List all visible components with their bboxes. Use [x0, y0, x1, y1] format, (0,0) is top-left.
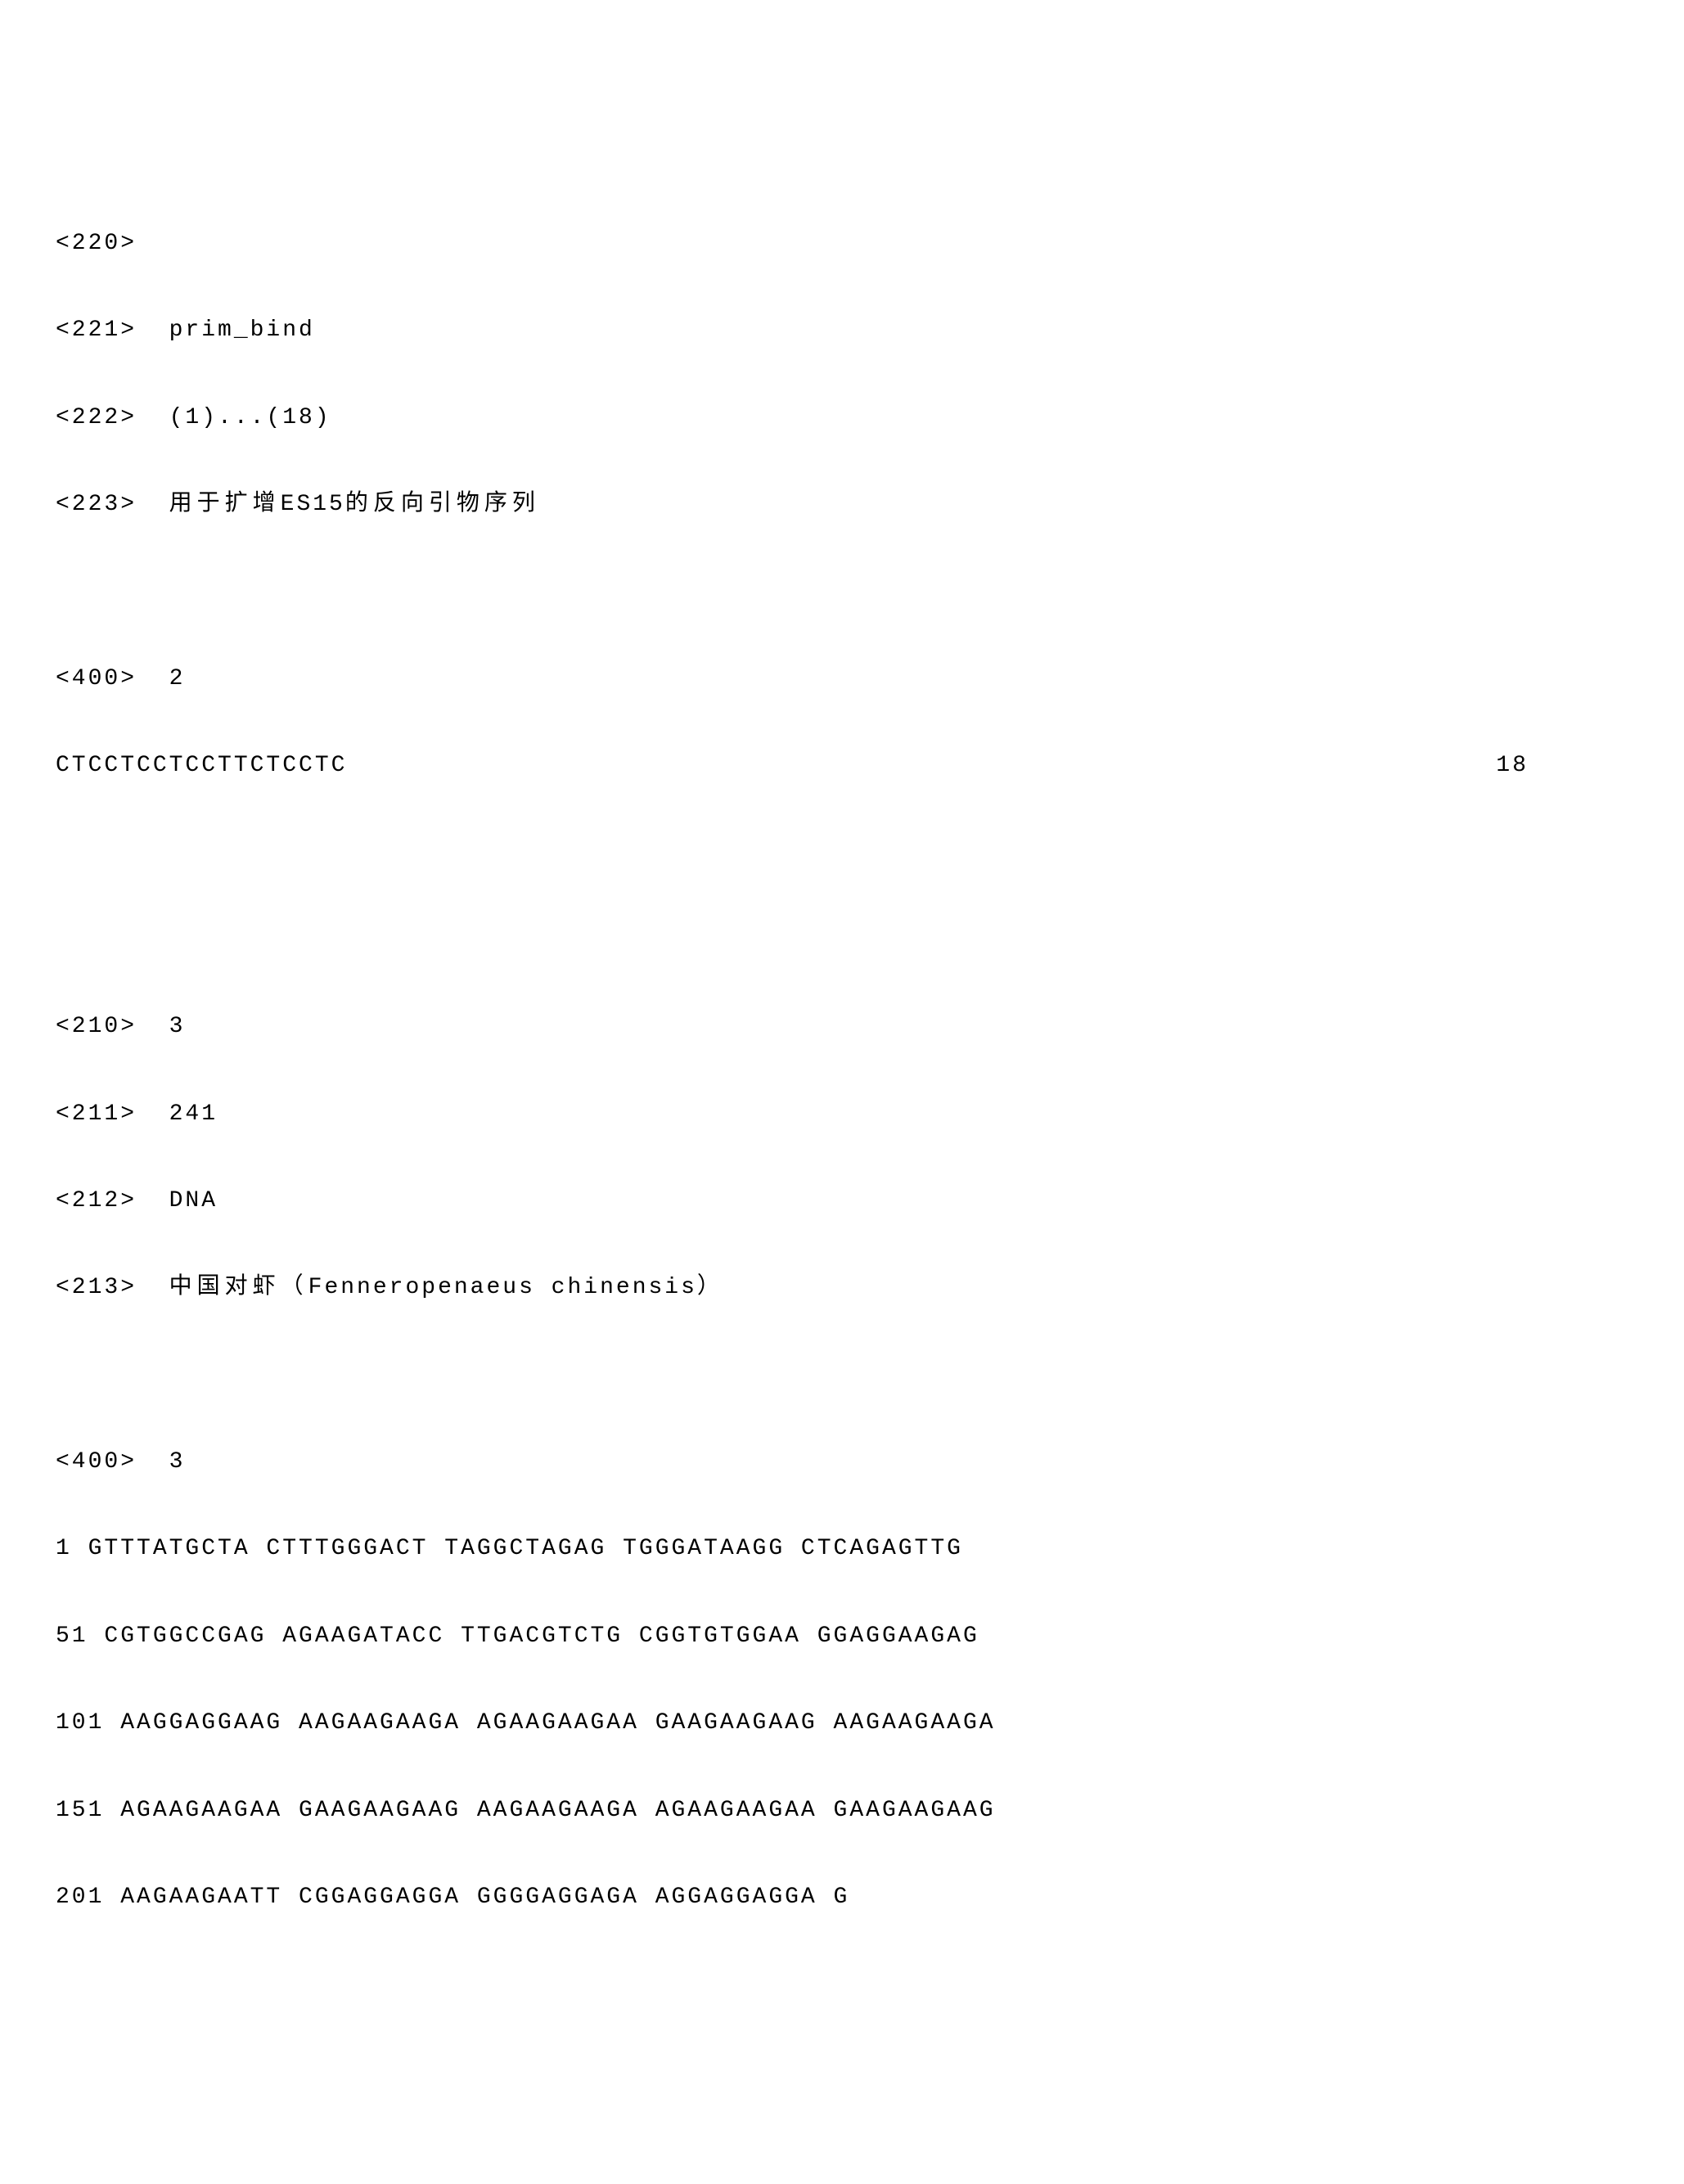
sequence-row-3: 101 AAGGAGGAAG AAGAAGAAGA AGAAGAAGAA GAA… [56, 1701, 1628, 1745]
feature-tag-220: <220> [56, 222, 1628, 265]
sequence-row-4: 151 AGAAGAAGAA GAAGAAGAAG AAGAAGAAGA AGA… [56, 1789, 1628, 1832]
sequence-row-5: 201 AAGAAGAATT CGGAGGAGGA GGGGAGGAGA AGG… [56, 1876, 1628, 1919]
tag-223-mid: ES15 [281, 492, 345, 517]
tag-223-text-1: 用于扩增 [169, 492, 281, 517]
feature-tag-221: <221> prim_bind [56, 308, 1628, 352]
seq-tag-400-b: <400> 3 [56, 1440, 1628, 1484]
sequence-row-2: 51 CGTGGCCGAG AGAAGATACC TTGACGTCTG CGGT… [56, 1614, 1628, 1658]
sequence-18-length: 18 [1479, 744, 1529, 787]
blank-4 [56, 1353, 1628, 1397]
feature-tag-223: <223> 用于扩增ES15的反向引物序列 [56, 483, 1628, 526]
blank-1 [56, 570, 1628, 613]
tag-223-prefix: <223> [56, 492, 169, 517]
seq-tag-213: <213> 中国对虾（Fenneropenaeus chinensis） [56, 1266, 1628, 1309]
blank-3 [56, 918, 1628, 961]
tag-213-prefix: <213> [56, 1275, 169, 1300]
tag-213-text-2: ） [697, 1275, 725, 1300]
seq-tag-210: <210> 3 [56, 1005, 1628, 1048]
sequence-18: CTCCTCCTCCTTCTCCTC [56, 744, 347, 787]
blank-2 [56, 831, 1628, 874]
tag-223-text-2: 的反向引物序列 [345, 492, 540, 517]
tag-213-latin: Fenneropenaeus chinensis [308, 1275, 697, 1300]
feature-tag-222: <222> (1)...(18) [56, 396, 1628, 439]
seq-tag-212: <212> DNA [56, 1179, 1628, 1223]
seq-tag-400-a: <400> 2 [56, 657, 1628, 700]
seq-tag-211: <211> 241 [56, 1092, 1628, 1136]
sequence-row-1: 1 GTTTATGCTA CTTTGGGACT TAGGCTAGAG TGGGA… [56, 1527, 1628, 1570]
sequence-row-18: CTCCTCCTCCTTCTCCTC 18 [56, 744, 1529, 787]
tag-213-text-1: 中国对虾（ [169, 1275, 308, 1300]
